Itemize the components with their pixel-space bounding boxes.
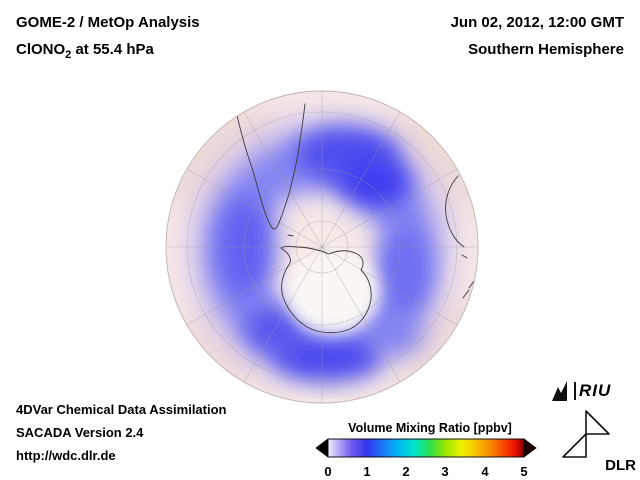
colorbar-ticks: 0 1 2 3 4 5 xyxy=(314,464,546,479)
species-level-line: ClONO2 at 55.4 hPa xyxy=(16,41,154,61)
coastline-south-america xyxy=(232,95,306,230)
colorbar-overflow-arrow xyxy=(523,438,537,458)
hemisphere-label: Southern Hemisphere xyxy=(468,41,624,58)
coastline-new-zealand xyxy=(462,280,475,299)
graticule xyxy=(166,91,478,403)
footer-credits: 4DVar Chemical Data Assimilation SACADA … xyxy=(16,398,227,467)
colorbar-tick: 3 xyxy=(441,464,449,479)
colorbar-tick: 1 xyxy=(363,464,371,479)
colorbar-tick: 4 xyxy=(481,464,489,479)
coastline-falklands xyxy=(287,234,294,237)
header-right: Jun 02, 2012, 12:00 GMT Southern Hemisph… xyxy=(451,9,624,63)
coastline-africa xyxy=(417,96,465,121)
colorbar: Volume Mixing Ratio [ppbv] xyxy=(314,421,546,479)
globe-limb xyxy=(165,90,479,404)
riu-logo-mark xyxy=(552,381,567,401)
coastline-antarctica xyxy=(280,245,372,334)
colorbar-gradient xyxy=(315,438,537,458)
url-label: http://wdc.dlr.de xyxy=(16,448,116,463)
riu-logo: RIU xyxy=(551,379,611,403)
dlr-logo: DLR xyxy=(560,408,638,474)
dlr-logo-mark xyxy=(562,410,610,458)
riu-logo-text: RIU xyxy=(579,381,612,400)
coastline-tasmania xyxy=(461,254,468,259)
datetime-label: Jun 02, 2012, 12:00 GMT xyxy=(450,14,624,31)
header-left: GOME-2 / MetOp Analysis ClONO2 at 55.4 h… xyxy=(16,9,200,69)
colorbar-tick: 0 xyxy=(324,464,332,479)
assimilation-label: 4DVar Chemical Data Assimilation xyxy=(16,402,227,417)
coastline-australia xyxy=(445,175,465,248)
analysis-source-title: GOME-2 / MetOp Analysis xyxy=(16,14,200,31)
colorbar-title: Volume Mixing Ratio [ppbv] xyxy=(348,421,512,435)
colorbar-underflow-arrow xyxy=(315,438,329,458)
dlr-logo-text: DLR xyxy=(605,457,636,474)
colorbar-tick: 5 xyxy=(520,464,528,479)
colorbar-tick: 2 xyxy=(402,464,410,479)
version-label: SACADA Version 2.4 xyxy=(16,425,144,440)
species-subscript: 2 xyxy=(65,49,72,61)
hemisphere-map xyxy=(165,90,479,404)
riu-logo-divider xyxy=(574,382,576,400)
